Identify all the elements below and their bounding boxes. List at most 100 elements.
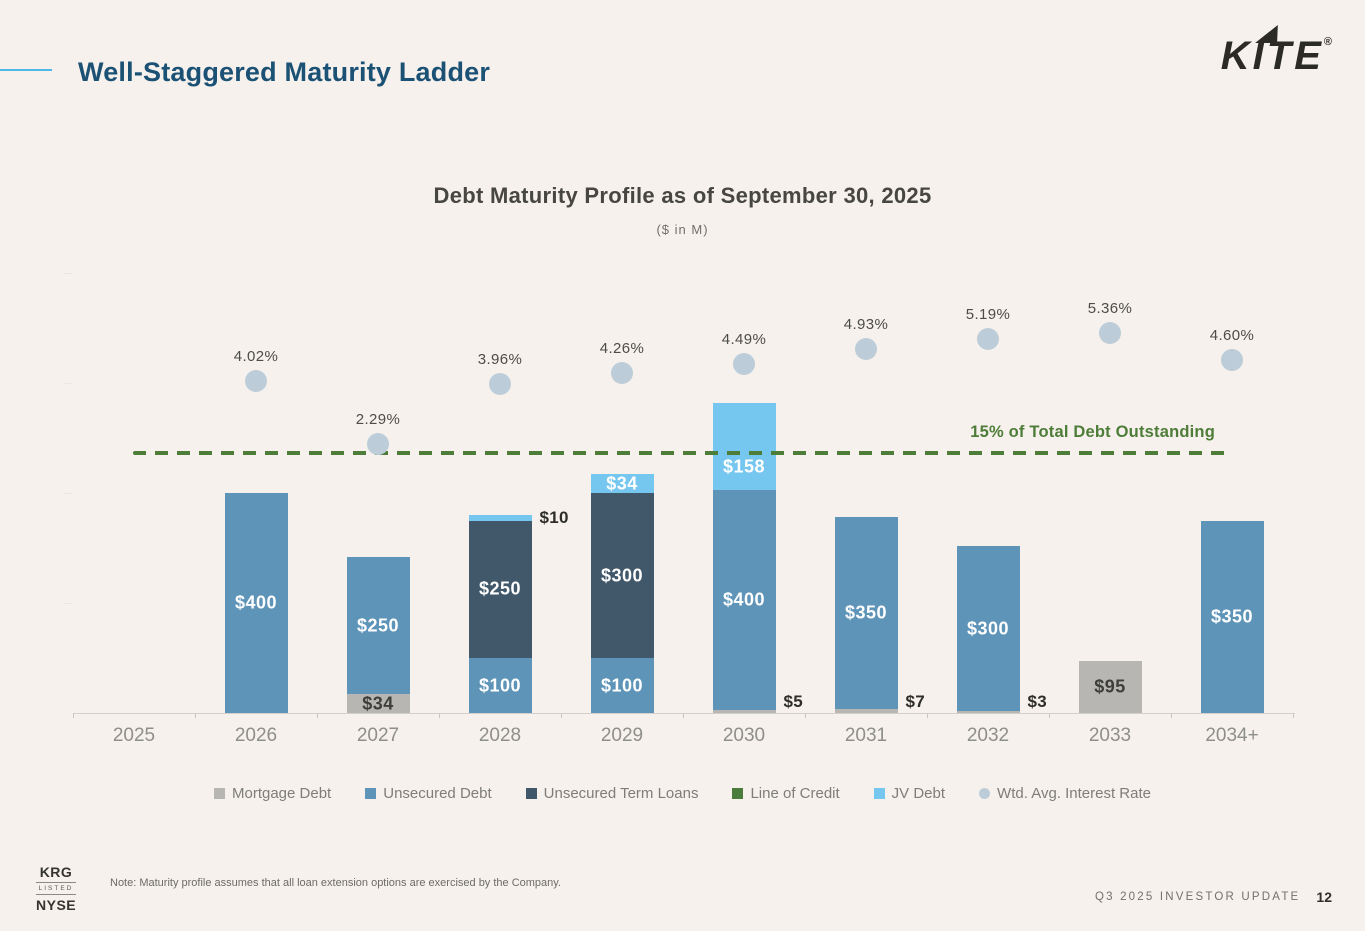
bar-segment-mortgage-2033 xyxy=(1078,660,1142,713)
bar-value-label-unsecured-2027: $250 xyxy=(356,615,400,636)
x-axis-label-2033: 2033 xyxy=(1088,725,1132,746)
bar-segment-unsecured-2031 xyxy=(834,516,898,710)
bar-segment-unsecured-2028 xyxy=(468,658,532,713)
x-axis-tick xyxy=(439,713,440,718)
interest-rate-dot-2034+ xyxy=(1221,349,1243,372)
y-axis-tick xyxy=(64,493,72,494)
listing-listed-label: LISTED xyxy=(36,882,76,895)
x-axis-tick xyxy=(561,713,562,718)
y-axis-tick xyxy=(64,273,72,274)
bar-value-label-mortgage-2030: $5 xyxy=(783,692,804,711)
bar-value-label-mortgage-2032: $3 xyxy=(1027,692,1048,711)
interest-rate-label-2034+: 4.60% xyxy=(1209,327,1255,345)
bar-segment-unsecured-2029 xyxy=(590,658,654,713)
bar-value-label-unsecured-2030: $400 xyxy=(722,589,766,610)
bar-segment-term_loans-2028 xyxy=(468,520,532,658)
nyse-listing-badge: KRG LISTED NYSE xyxy=(36,864,76,913)
reference-line-label: 15% of Total Debt Outstanding xyxy=(970,423,1215,441)
interest-rate-label-2029: 4.26% xyxy=(599,339,645,357)
interest-rate-label-2032: 5.19% xyxy=(965,306,1011,324)
legend-item-jv-debt: JV Debt xyxy=(873,785,946,802)
x-axis-tick xyxy=(1049,713,1050,718)
jv-debt-swatch-icon xyxy=(873,788,885,799)
x-axis-tick xyxy=(1293,713,1294,718)
legend-label: Mortgage Debt xyxy=(232,785,332,802)
chart-legend: Mortgage Debt Unsecured Debt Unsecured T… xyxy=(0,785,1365,802)
bar-value-label-unsecured-2029: $100 xyxy=(600,675,644,695)
bar-segment-unsecured-2027 xyxy=(346,556,410,695)
bar-segment-unsecured-2030 xyxy=(712,490,776,711)
x-axis-tick xyxy=(927,713,928,718)
bar-value-label-unsecured-2034+: $350 xyxy=(1210,606,1254,627)
bar-value-label-unsecured-2032: $300 xyxy=(966,618,1010,639)
bar-segment-mortgage-2030 xyxy=(712,710,776,713)
bar-value-label-mortgage-2027: $34 xyxy=(362,693,394,714)
x-axis-tick xyxy=(195,713,196,718)
bar-value-label-jv-2030: $158 xyxy=(722,456,766,477)
interest-rate-label-2031: 4.93% xyxy=(843,315,889,333)
legend-item-mortgage-debt: Mortgage Debt xyxy=(214,785,331,802)
x-axis-tick xyxy=(683,713,684,718)
bar-segment-unsecured-2034+ xyxy=(1200,520,1264,713)
bar-segment-term_loans-2029 xyxy=(590,493,654,658)
bar-value-label-unsecured-2028: $100 xyxy=(478,675,522,695)
interest-rate-label-2033: 5.36% xyxy=(1087,299,1133,317)
interest-rate-dot-2030 xyxy=(733,353,755,376)
legend-item-interest-rate: Wtd. Avg. Interest Rate xyxy=(979,785,1151,802)
report-footer: Q3 2025 INVESTOR UPDATE 12 xyxy=(1095,889,1332,905)
interest-rate-dot-2027 xyxy=(367,432,389,455)
interest-rate-label-2026: 4.02% xyxy=(233,348,279,366)
interest-rate-label-2030: 4.49% xyxy=(721,331,767,349)
x-axis-label-2032: 2032 xyxy=(966,725,1010,746)
bar-value-label-unsecured-2031: $350 xyxy=(844,602,888,623)
x-axis-label-2031: 2031 xyxy=(844,725,888,746)
bar-value-label-jv-2028: $10 xyxy=(539,507,569,527)
x-axis-label-2034+: 2034+ xyxy=(1205,725,1259,746)
footnote: Note: Maturity profile assumes that all … xyxy=(110,877,562,889)
interest-rate-dot-icon xyxy=(979,788,991,799)
bar-segment-jv-2028 xyxy=(468,515,532,521)
mortgage-debt-swatch-icon xyxy=(214,788,225,799)
x-axis-tick xyxy=(317,713,318,718)
x-axis-label-2025: 2025 xyxy=(112,725,156,746)
bar-value-label-mortgage-2031: $7 xyxy=(905,692,926,711)
interest-rate-dot-2031 xyxy=(855,337,877,360)
legend-label: JV Debt xyxy=(891,785,946,802)
x-axis-label-2026: 2026 xyxy=(234,725,278,746)
bar-segment-mortgage-2031 xyxy=(834,709,898,713)
interest-rate-dot-2029 xyxy=(611,361,633,384)
x-axis xyxy=(73,713,1295,714)
listing-exchange: NYSE xyxy=(36,897,77,913)
interest-rate-dot-2028 xyxy=(489,372,511,395)
x-axis-label-2028: 2028 xyxy=(478,725,522,746)
bar-value-label-term_loans-2029: $300 xyxy=(600,565,644,585)
x-axis-tick xyxy=(1171,713,1172,718)
listing-ticker: KRG xyxy=(39,864,73,880)
bar-segment-mortgage-2032 xyxy=(956,711,1020,713)
chart-title: Debt Maturity Profile as of September 30… xyxy=(433,183,932,208)
legend-item-line-of-credit: Line of Credit xyxy=(732,785,840,802)
bar-value-label-term_loans-2028: $250 xyxy=(478,578,522,599)
bar-value-label-unsecured-2026: $400 xyxy=(234,592,278,613)
y-axis-tick xyxy=(64,383,72,384)
bar-value-label-mortgage-2033: $95 xyxy=(1094,676,1126,697)
bar-segment-jv-2029 xyxy=(590,474,654,493)
legend-item-unsecured-debt: Unsecured Debt xyxy=(365,785,492,802)
page-title: Well-Staggered Maturity Ladder xyxy=(78,57,491,87)
bar-segment-unsecured-2032 xyxy=(956,546,1020,712)
legend-label: Line of Credit xyxy=(750,785,840,802)
bar-segment-unsecured-2026 xyxy=(224,493,288,713)
x-axis-label-2029: 2029 xyxy=(600,725,644,746)
legend-label: Wtd. Avg. Interest Rate xyxy=(997,785,1151,802)
bar-segment-jv-2030 xyxy=(712,403,776,491)
interest-rate-dot-2032 xyxy=(977,328,999,351)
x-axis-label-2027: 2027 xyxy=(356,725,400,746)
header-accent-line xyxy=(0,69,52,71)
interest-rate-dot-2033 xyxy=(1099,321,1121,344)
legend-label: Unsecured Debt xyxy=(383,785,492,802)
legend-label: Unsecured Term Loans xyxy=(543,785,699,802)
interest-rate-label-2027: 2.29% xyxy=(355,410,401,428)
reference-line xyxy=(133,451,1228,455)
